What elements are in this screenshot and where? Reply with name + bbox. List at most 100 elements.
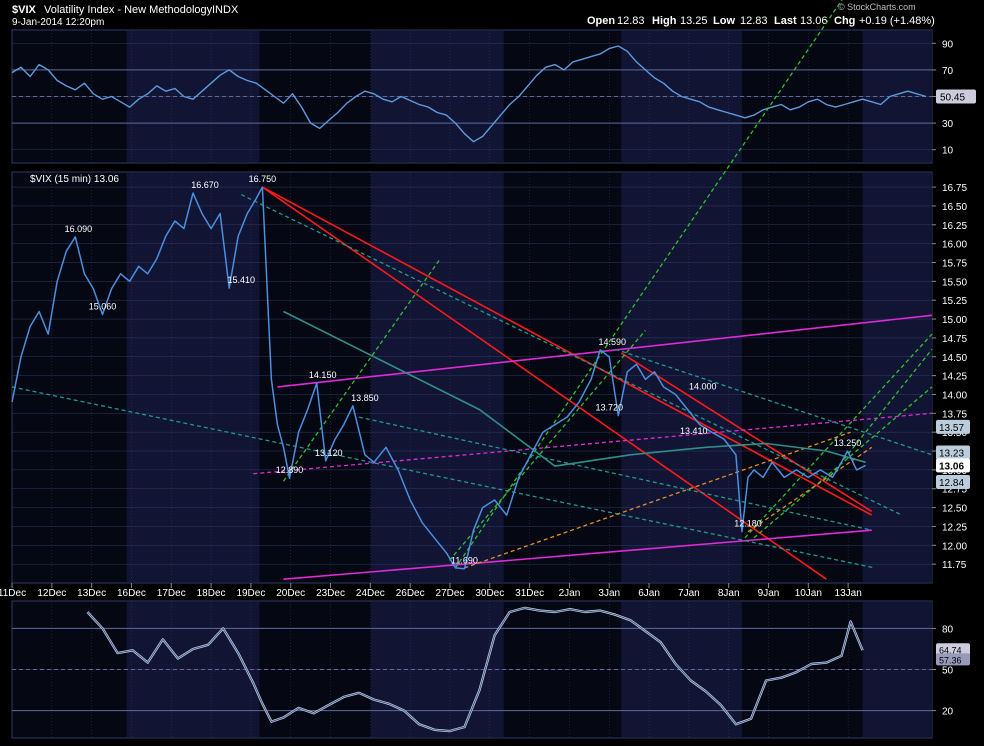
x-tick-label: 10Jan [795, 588, 822, 599]
price-panel: 16.75 16.50 16.25 16.00 15.75 15.50 15.25 15.00… [11, 0, 970, 584]
y-tick-label: 15.50 [942, 277, 967, 288]
x-tick-label: 27Dec [436, 588, 465, 599]
x-tick-label: 26Dec [396, 588, 425, 599]
session-band [621, 173, 742, 582]
overlay-line-orange-dashed [464, 431, 851, 569]
x-axis: 11Dec 12Dec 13Dec 16Dec 17Dec 18Dec 19Dec 20Dec… [0, 583, 862, 599]
last-value-label: 50.45 [940, 93, 965, 104]
y-tick-label: 16.50 [942, 202, 967, 213]
overlay-line-ma-teal [283, 310, 866, 467]
y-tick-label: 12.50 [942, 504, 967, 515]
badge-bg [936, 89, 976, 104]
y-tick-label: 12.00 [942, 541, 967, 552]
watermark: © StockCharts.com [838, 2, 916, 12]
overlay-line-orange-dashed [747, 446, 873, 533]
bottom-indicator-series-line [87, 607, 864, 732]
x-tick-label: 9Jan [758, 588, 780, 599]
overlay-line-trend-red [261, 186, 827, 580]
overlay-line-fib-green [282, 258, 441, 482]
y-tick-label: 16.75 [942, 183, 967, 194]
price-panel-title: $VIX (15 min) 13.06 [30, 174, 119, 185]
price-annotation: 12.180 [734, 519, 762, 529]
exchange: INDX [212, 4, 239, 16]
y-tick-label: 10 [942, 146, 954, 157]
price-annotation: 14.590 [598, 337, 626, 347]
price-badge-bg [936, 419, 970, 434]
price-annotation: 15.410 [227, 275, 255, 285]
price-annotation: 13.720 [595, 403, 623, 413]
x-tick-label: 30Dec [475, 588, 504, 599]
high-label: High [652, 15, 677, 27]
chg-label: Chg [834, 15, 855, 27]
overlay-line-fib-green [753, 386, 933, 539]
price-annotation: 13.120 [315, 448, 343, 458]
price-annotation: 16.090 [65, 224, 93, 234]
x-tick-label: 6Jan [638, 588, 660, 599]
y-tick-label: 14.25 [942, 372, 967, 383]
x-tick-label: 8Jan [718, 588, 740, 599]
x-tick-label: 31Dec [515, 588, 544, 599]
x-tick-label: 12Dec [37, 588, 66, 599]
overlay-line-trend-red [620, 352, 873, 513]
y-tick-label: 70 [942, 66, 954, 77]
y-tick-label: 20 [942, 707, 954, 718]
x-tick-label: 19Dec [236, 588, 265, 599]
overlay-line-channel-magenta [277, 314, 933, 388]
price-annotation: 12.890 [276, 465, 304, 475]
y-tick-label: 14.50 [942, 353, 967, 364]
overlay-line-fib-green [448, 329, 646, 561]
bottom-value-label: 64.74 [939, 645, 962, 655]
x-tick-label: 17Dec [157, 588, 186, 599]
price-badge-label: 13.23 [939, 449, 964, 460]
y-tick-label: 90 [942, 39, 954, 50]
y-tick-label: 15.75 [942, 258, 967, 269]
overlay-line-channel-magenta [283, 529, 872, 580]
y-tick-label: 80 [942, 624, 954, 635]
badge-bg [936, 653, 970, 666]
y-tick-label: 13.75 [942, 409, 967, 420]
price-annotation: 16.750 [249, 174, 277, 184]
high-value: 13.25 [680, 15, 708, 27]
price-badge-bg [936, 458, 970, 473]
top-indicator-series-line [11, 45, 927, 143]
y-tick-label: 30 [942, 119, 954, 130]
bottom-value-label: 57.36 [939, 655, 962, 665]
x-tick-label: 3Jan [598, 588, 620, 599]
chg-value: +0.19 (+1.48%) [859, 15, 935, 27]
price-annotation: 13.850 [351, 393, 379, 403]
y-tick-label: 14.00 [942, 390, 967, 401]
y-tick-label: 50 [942, 666, 954, 677]
price-badge-bg [936, 474, 970, 489]
price-badge-label: 13.06 [939, 461, 964, 472]
y-tick-label: 15.00 [942, 315, 967, 326]
price-annotation: 16.670 [191, 180, 219, 190]
price-badge-bg [936, 445, 970, 460]
badge-bg [936, 643, 970, 656]
x-tick-label: 16Dec [117, 588, 146, 599]
index-title: Volatility Index - New Methodology [44, 4, 213, 16]
overlay-line-teal-dashed [240, 194, 903, 516]
price-badge-label: 12.84 [939, 478, 964, 489]
overlay-line-fib-green [825, 348, 933, 482]
x-tick-label: 13Dec [77, 588, 106, 599]
symbol: $VIX [12, 4, 37, 16]
price-badge: 13.57 [936, 419, 970, 434]
price-annotation: 13.410 [680, 426, 708, 436]
session-band [862, 173, 932, 582]
price-annotation: 14.000 [689, 381, 717, 391]
bottom-value-badge: 57.36 [936, 653, 970, 666]
x-tick-label: 2Jan [559, 588, 581, 599]
low-label: Low [713, 15, 735, 27]
y-tick-label: 12.25 [942, 522, 967, 533]
last-value: 13.06 [800, 15, 828, 27]
chart-header: $VIX Volatility Index - New Methodology … [12, 2, 935, 28]
low-value: 12.83 [740, 15, 768, 27]
timestamp: 9-Jan-2014 12:20pm [12, 17, 104, 28]
overlay-line-channel-magenta [253, 412, 933, 475]
price-annotation: 15.060 [89, 302, 117, 312]
price-annotation: 13.250 [834, 438, 862, 448]
y-tick-label: 16.00 [942, 240, 967, 251]
overlay-line-fib-green [454, 0, 843, 569]
